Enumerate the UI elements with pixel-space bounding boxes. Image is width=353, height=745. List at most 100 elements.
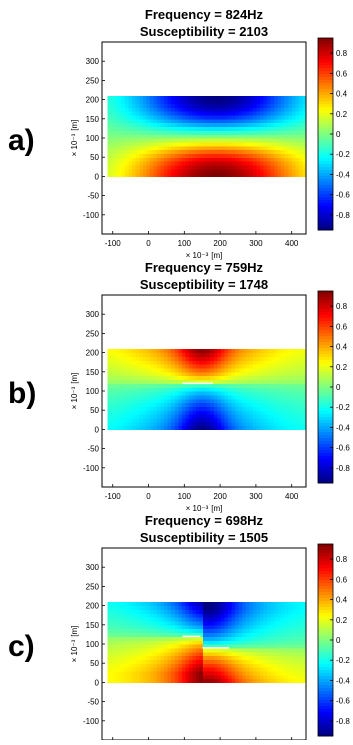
heatmap-cell [298, 172, 304, 177]
heatmap-cell [114, 632, 119, 637]
heatmap-cell [135, 651, 140, 657]
heatmap-cell [277, 402, 282, 407]
heatmap-cell [135, 360, 140, 365]
heatmap-cell [281, 655, 286, 660]
heatmap-cell [139, 391, 144, 396]
heatmap-cell [157, 168, 162, 174]
heatmap-cell [277, 367, 282, 373]
heatmap-cell [146, 360, 151, 365]
y-tick-label: -100 [83, 464, 100, 473]
heatmap-cell [295, 126, 300, 131]
heatmap-cell [206, 678, 211, 683]
colorbar-step [318, 453, 333, 457]
heatmap-cell [188, 647, 194, 653]
heatmap-cell [142, 172, 147, 177]
heatmap-cell [227, 678, 233, 683]
heatmap-cell [185, 609, 190, 614]
heatmap-cell [295, 118, 300, 124]
colorbar-step [318, 444, 333, 448]
heatmap-cell [224, 379, 229, 384]
heatmap-cell [298, 605, 304, 611]
heatmap-cell [277, 647, 282, 653]
heatmap-cell [298, 617, 304, 622]
heatmap-cell [274, 663, 279, 668]
heatmap-cell [231, 145, 236, 151]
heatmap-cell [114, 379, 119, 384]
heatmap-cell [291, 640, 296, 645]
heatmap-cell [160, 130, 165, 135]
heatmap-cell [178, 620, 183, 626]
heatmap-cell [298, 655, 304, 660]
heatmap-cell [245, 601, 250, 607]
heatmap-cell [174, 421, 179, 427]
colorbar-step [318, 140, 333, 144]
heatmap-cell [185, 678, 190, 683]
heatmap-cell [199, 360, 204, 365]
heatmap-cell [245, 394, 250, 400]
heatmap-cell [174, 387, 179, 392]
colorbar-step [318, 291, 333, 295]
heatmap-cell [270, 352, 275, 358]
heatmap-cell [252, 356, 257, 361]
heatmap-cell [128, 130, 133, 135]
heatmap-cell [238, 414, 243, 419]
heatmap-cell [128, 640, 133, 645]
heatmap-cell [174, 391, 179, 396]
heatmap-cell [259, 601, 265, 607]
heatmap-cell [142, 414, 147, 419]
heatmap-cell [213, 138, 218, 143]
heatmap-cell [270, 678, 275, 683]
heatmap-cell [291, 406, 296, 411]
heatmap-cell [288, 379, 293, 384]
heatmap-cell [146, 371, 151, 377]
colorbar-step [318, 622, 333, 626]
heatmap-cell [227, 410, 233, 415]
heatmap-cell [164, 111, 169, 116]
heatmap-cell [263, 644, 268, 649]
heatmap-cell [284, 130, 289, 135]
heatmap-cell [266, 134, 272, 139]
heatmap-cell [128, 670, 133, 676]
colorbar-step [318, 688, 333, 692]
heatmap-cell [281, 678, 286, 683]
heatmap-cell [153, 95, 158, 101]
heatmap-cell [210, 402, 215, 407]
heatmap-cell [245, 111, 250, 116]
heatmap-cell [107, 624, 112, 630]
heatmap-cell [107, 153, 112, 158]
heatmap-cell [206, 632, 211, 637]
heatmap-cell [302, 149, 307, 154]
heatmap-cell [139, 103, 144, 108]
heatmap-cell [107, 417, 112, 423]
heatmap-cell [235, 414, 240, 419]
heatmap-cell [153, 620, 158, 626]
heatmap-cell [167, 371, 172, 377]
heatmap-cell [252, 613, 257, 618]
heatmap-cell [224, 134, 229, 139]
heatmap-cell [110, 356, 116, 361]
heatmap-cell [139, 414, 144, 419]
heatmap-cell [252, 605, 257, 611]
heatmap-cell [245, 398, 250, 404]
heatmap-cell [164, 651, 169, 657]
heatmap-cell [224, 153, 229, 158]
heatmap-cell [110, 655, 116, 660]
heatmap-cell [114, 153, 119, 158]
x-tick-label: 400 [285, 492, 299, 501]
heatmap-cell [210, 375, 215, 381]
heatmap-cell [295, 103, 300, 108]
heatmap-cell [238, 348, 243, 354]
heatmap-cell [206, 114, 211, 120]
heatmap-cell [164, 99, 169, 105]
heatmap-cell [298, 157, 304, 162]
heatmap-cell [135, 157, 140, 162]
heatmap-cell [149, 659, 155, 664]
heatmap-cell [295, 663, 300, 668]
heatmap-cell [263, 134, 268, 139]
heatmap-cell [274, 383, 279, 388]
heatmap-cell [210, 605, 215, 611]
heatmap-cell [277, 628, 282, 634]
heatmap-cell [121, 410, 126, 415]
heatmap-cell [174, 118, 179, 124]
